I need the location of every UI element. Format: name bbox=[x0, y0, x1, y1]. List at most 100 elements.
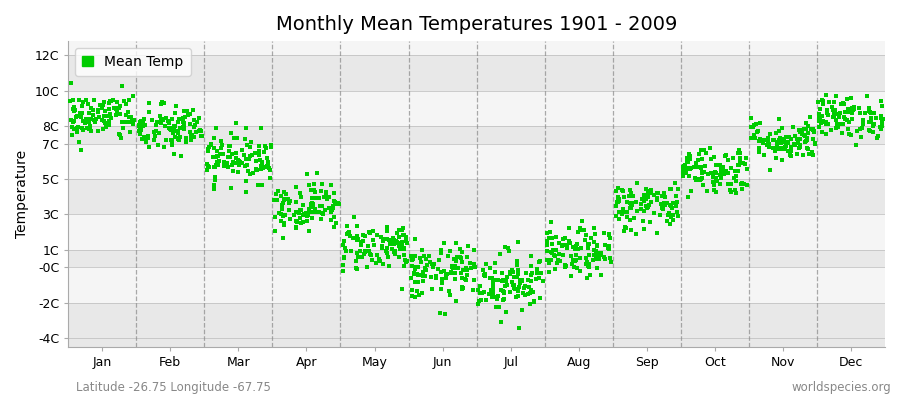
Point bbox=[694, 176, 708, 182]
Point bbox=[721, 157, 735, 163]
Point bbox=[563, 253, 578, 259]
Point bbox=[591, 253, 606, 259]
Point bbox=[72, 97, 86, 104]
Point bbox=[245, 152, 259, 158]
Point bbox=[747, 131, 761, 138]
Point bbox=[417, 253, 431, 259]
Point bbox=[744, 115, 759, 121]
Point bbox=[568, 246, 582, 253]
Point bbox=[466, 287, 481, 293]
Point bbox=[126, 118, 140, 125]
Point bbox=[513, 277, 527, 284]
Point bbox=[327, 190, 341, 196]
Point bbox=[483, 287, 498, 293]
Point bbox=[704, 170, 718, 176]
Point bbox=[112, 111, 127, 118]
Point bbox=[496, 277, 510, 283]
Point bbox=[777, 136, 791, 142]
Point bbox=[86, 107, 100, 114]
Point bbox=[223, 185, 238, 192]
Point bbox=[235, 159, 249, 166]
Point bbox=[427, 260, 441, 267]
Point bbox=[556, 242, 571, 248]
Point bbox=[375, 261, 390, 267]
Point bbox=[194, 128, 209, 134]
Point bbox=[289, 225, 303, 232]
Point bbox=[329, 200, 344, 206]
Point bbox=[116, 118, 130, 125]
Point bbox=[403, 253, 418, 260]
Point bbox=[104, 114, 119, 121]
Point bbox=[176, 119, 190, 126]
Point bbox=[863, 108, 878, 115]
Point bbox=[580, 245, 595, 251]
Point bbox=[811, 99, 825, 105]
Point bbox=[694, 147, 708, 154]
Point bbox=[222, 143, 237, 149]
Point bbox=[772, 128, 787, 134]
Point bbox=[617, 209, 632, 215]
Point bbox=[549, 234, 563, 240]
Point bbox=[566, 257, 580, 264]
Point bbox=[644, 190, 658, 196]
Point bbox=[176, 124, 190, 130]
Point bbox=[582, 252, 597, 258]
Point bbox=[84, 105, 98, 111]
Point bbox=[518, 284, 532, 291]
Point bbox=[788, 142, 803, 148]
Point bbox=[542, 269, 556, 275]
Point bbox=[482, 274, 497, 281]
Point bbox=[136, 123, 150, 130]
Point bbox=[321, 205, 336, 211]
Point bbox=[511, 324, 526, 331]
Point bbox=[238, 178, 253, 185]
Point bbox=[112, 131, 127, 137]
Point bbox=[350, 237, 365, 243]
Y-axis label: Temperature: Temperature bbox=[15, 150, 29, 238]
Point bbox=[690, 164, 705, 170]
Point bbox=[610, 199, 625, 205]
Point bbox=[814, 97, 829, 103]
Point bbox=[392, 246, 407, 252]
Point bbox=[808, 140, 823, 146]
Point bbox=[624, 200, 638, 207]
Point bbox=[400, 258, 414, 264]
Point bbox=[227, 134, 241, 141]
Point bbox=[394, 286, 409, 292]
Point bbox=[200, 167, 214, 173]
Point bbox=[486, 290, 500, 297]
Point bbox=[801, 146, 815, 152]
Point bbox=[289, 224, 303, 230]
Point bbox=[319, 194, 333, 200]
Point bbox=[544, 249, 559, 255]
Point bbox=[743, 124, 758, 130]
Point bbox=[350, 233, 365, 239]
Point bbox=[403, 274, 418, 281]
Point bbox=[693, 164, 707, 170]
Point bbox=[677, 162, 691, 169]
Point bbox=[83, 126, 97, 132]
Point bbox=[846, 107, 860, 113]
Point bbox=[392, 227, 407, 233]
Point bbox=[392, 234, 406, 240]
Point bbox=[302, 209, 317, 216]
Point bbox=[651, 190, 665, 196]
Point bbox=[232, 160, 247, 167]
Point bbox=[94, 104, 109, 111]
Point bbox=[845, 116, 859, 122]
Point bbox=[238, 125, 253, 132]
Point bbox=[624, 204, 638, 210]
Point bbox=[772, 135, 787, 141]
Point bbox=[731, 167, 745, 174]
Point bbox=[410, 278, 425, 285]
Point bbox=[642, 202, 656, 208]
Point bbox=[707, 186, 722, 193]
Point bbox=[267, 196, 282, 203]
Point bbox=[497, 289, 511, 296]
Point bbox=[682, 151, 697, 157]
Point bbox=[408, 266, 422, 272]
Point bbox=[654, 201, 669, 207]
Point bbox=[163, 137, 177, 143]
Point bbox=[127, 116, 141, 123]
Point bbox=[249, 158, 264, 164]
